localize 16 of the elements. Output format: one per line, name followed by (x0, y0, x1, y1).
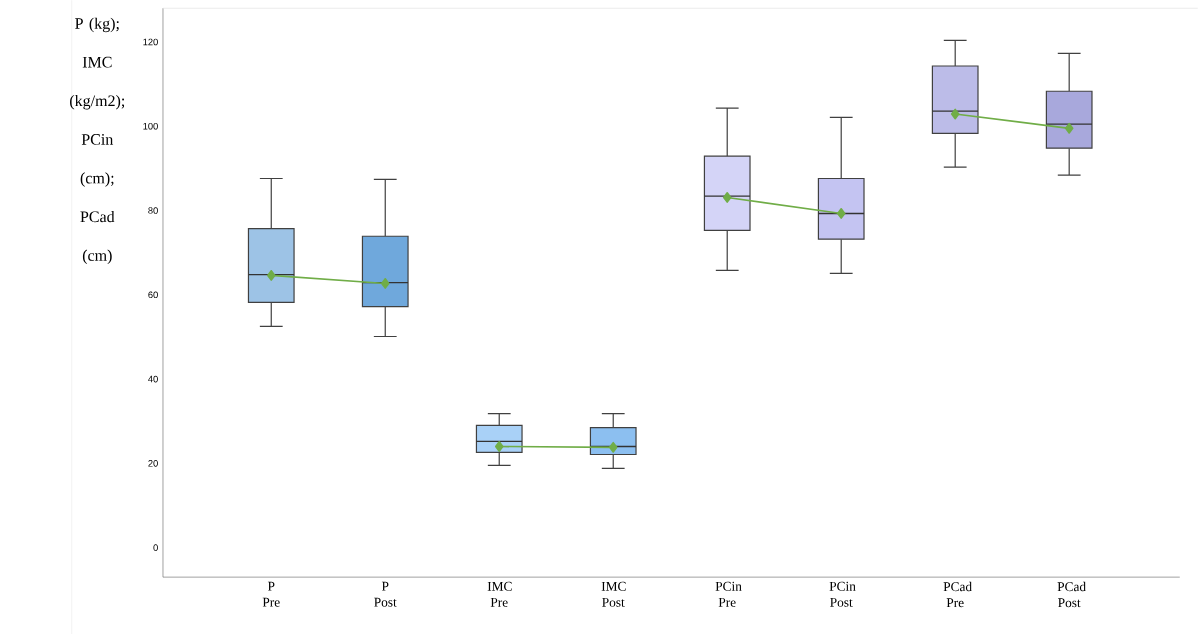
x-tick-label: IMC Post (601, 581, 626, 607)
x-tick-label: P Pre (262, 581, 280, 607)
y-tick-label: 100 (143, 122, 158, 130)
y-tick-label: 60 (148, 291, 158, 298)
x-tick-label: PCin Pre (715, 581, 742, 607)
x-tick-label: PCad Pre (943, 581, 972, 608)
x-tick-label: PCin Post (829, 581, 856, 607)
x-tick-label: PCad Post (1057, 581, 1086, 608)
text: P (kg); IMC (kg/m2); PCin (cm); PCad (cm) (70, 17, 125, 264)
y-tick-label: 80 (148, 207, 158, 214)
x-tick-label: IMC Pre (487, 581, 512, 607)
y-tick-label: 40 (148, 375, 158, 383)
x-tick-label: P Post (374, 581, 397, 607)
y-tick-label: 120 (143, 38, 158, 46)
y-tick-label: 20 (148, 459, 158, 467)
y-tick-label: 0 (153, 544, 158, 551)
